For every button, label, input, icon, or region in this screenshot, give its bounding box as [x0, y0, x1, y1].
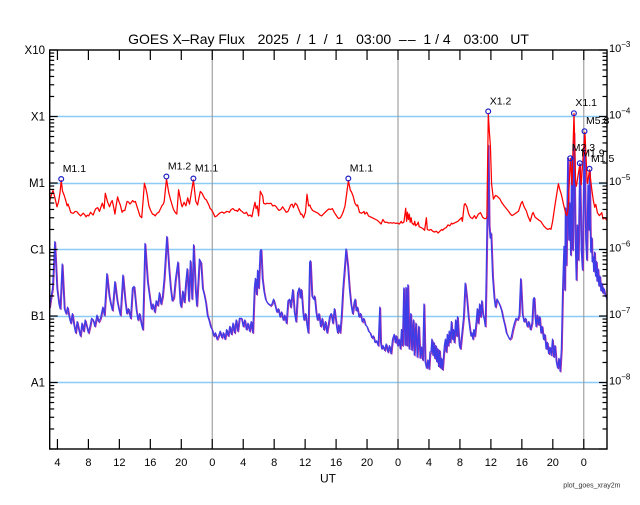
- svg-text:M1.9: M1.9: [581, 147, 605, 159]
- svg-text:20: 20: [361, 457, 373, 469]
- svg-text:C1: C1: [30, 244, 45, 256]
- svg-text:4: 4: [240, 457, 246, 469]
- svg-text:M5.8: M5.8: [586, 115, 610, 127]
- svg-text:16: 16: [144, 457, 156, 469]
- svg-text:M1.2: M1.2: [168, 161, 192, 173]
- svg-text:16: 16: [330, 457, 342, 469]
- svg-text:0: 0: [395, 457, 401, 469]
- svg-text:8: 8: [271, 457, 277, 469]
- svg-text:plot_goes_xray2m: plot_goes_xray2m: [563, 483, 620, 490]
- svg-text:0: 0: [209, 457, 215, 469]
- svg-text:M2.3: M2.3: [572, 142, 596, 154]
- svg-text:UT: UT: [320, 472, 337, 486]
- svg-text:20: 20: [547, 457, 559, 469]
- svg-text:4: 4: [54, 457, 60, 469]
- svg-text:12: 12: [299, 457, 311, 469]
- svg-text:20: 20: [175, 457, 187, 469]
- svg-text:12: 12: [485, 457, 497, 469]
- svg-text:X10: X10: [25, 45, 45, 57]
- svg-text:M1.1: M1.1: [195, 163, 219, 175]
- svg-text:M1: M1: [29, 178, 45, 190]
- svg-text:B1: B1: [31, 311, 45, 323]
- svg-text:X1: X1: [31, 111, 45, 123]
- svg-text:GOES X–Ray Flux 2025 / 1: GOES X–Ray Flux 2025 / 1 / 1 03:00 – – 1…: [128, 31, 529, 47]
- svg-text:M1.1: M1.1: [350, 163, 374, 175]
- svg-text:X1.2: X1.2: [490, 95, 512, 107]
- svg-text:16: 16: [516, 457, 528, 469]
- svg-text:8: 8: [85, 457, 91, 469]
- svg-text:X1.1: X1.1: [575, 97, 597, 109]
- svg-text:4: 4: [426, 457, 432, 469]
- svg-text:M1.1: M1.1: [63, 163, 87, 175]
- svg-text:8: 8: [457, 457, 463, 469]
- svg-text:0: 0: [581, 457, 587, 469]
- svg-text:12: 12: [113, 457, 125, 469]
- svg-text:M1.5: M1.5: [591, 153, 615, 165]
- svg-text:A1: A1: [31, 377, 45, 389]
